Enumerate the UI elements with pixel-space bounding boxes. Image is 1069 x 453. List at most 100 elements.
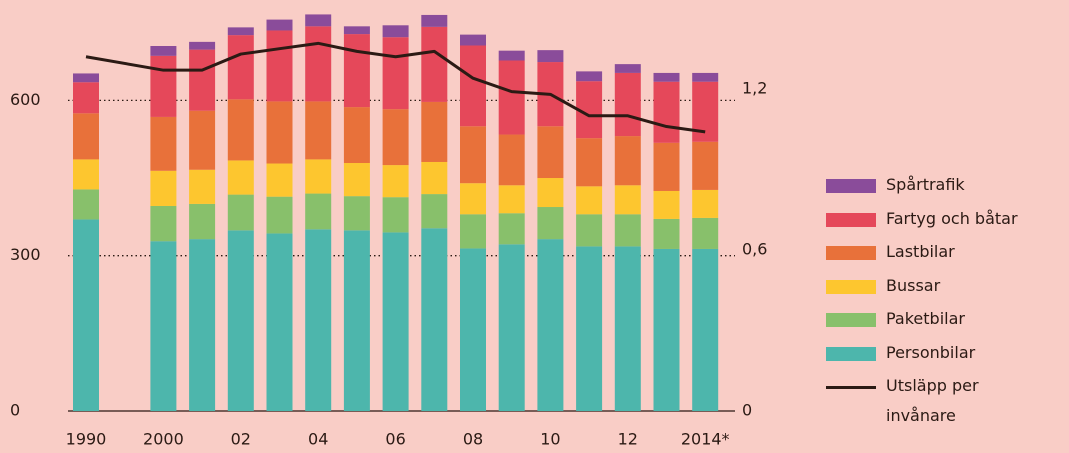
x-tick-label: 06	[385, 430, 405, 449]
bar-segment	[498, 244, 525, 411]
bar-segment	[305, 159, 332, 194]
legend-item: Personbilar	[826, 343, 1066, 378]
bar-segment	[150, 55, 177, 117]
legend-item: Fartyg och båtar	[826, 209, 1066, 244]
bar-segment	[73, 159, 99, 190]
bar-segment	[382, 25, 409, 38]
bar-segment	[305, 101, 332, 160]
bar-segment	[382, 109, 409, 166]
bar-segment	[460, 126, 486, 184]
legend-label: Paketbilar	[886, 309, 965, 328]
bar-segment	[343, 34, 370, 108]
y-tick-label: 0	[10, 401, 20, 420]
bar-segment	[73, 82, 99, 114]
y2-tick-label: 0	[742, 401, 752, 420]
bar-segment	[266, 163, 293, 197]
legend-swatch	[826, 386, 876, 389]
bar-segment	[227, 35, 254, 100]
legend-item: Paketbilar	[826, 309, 1066, 344]
bar-segment	[189, 49, 216, 111]
bar-segment	[421, 161, 448, 195]
legend: Spårtrafik Fartyg och båtar Lastbilar Bussa…	[826, 175, 1066, 425]
y-tick-label: 300	[10, 245, 41, 264]
legend-label: Lastbilar	[886, 242, 955, 261]
bar-segment	[653, 218, 680, 249]
bar-segment	[537, 239, 564, 411]
bar-segment	[537, 178, 564, 208]
bar-segment	[343, 230, 370, 411]
bar-segment	[73, 189, 99, 220]
legend-label: Personbilar	[886, 342, 976, 362]
bar-segment	[460, 248, 486, 411]
bar-segment	[189, 203, 216, 240]
bar-segment	[576, 186, 603, 215]
bar-segment	[498, 60, 525, 135]
bar-segment	[343, 107, 370, 164]
bar-segment	[343, 163, 370, 197]
line-series	[85, 41, 706, 134]
x-tick-label: 02	[231, 430, 251, 449]
bar-segment	[692, 141, 719, 190]
bar-segment	[614, 64, 641, 73]
bar-segment	[266, 101, 293, 164]
bar-segment	[576, 71, 603, 82]
bar-segment	[227, 230, 254, 411]
bar-segment	[150, 46, 177, 56]
bar-segment	[266, 196, 293, 234]
bar-segment	[692, 217, 719, 249]
bar-segment	[305, 14, 332, 27]
bar-segment	[576, 246, 603, 411]
bar-segment	[498, 185, 525, 214]
y2-tick-label: 1,2	[742, 78, 767, 97]
x-tick-label: 1990	[66, 430, 107, 449]
bar-segment	[150, 170, 177, 206]
legend-item: Bussar	[826, 276, 1066, 311]
bar-segment	[266, 233, 293, 411]
bar-segment	[150, 205, 177, 242]
bar-segment	[382, 165, 409, 198]
legend-swatch	[826, 179, 876, 193]
x-tick-label: 08	[463, 430, 483, 449]
bar-segment	[266, 19, 293, 31]
bar-segment	[421, 194, 448, 229]
bar-segment	[692, 72, 719, 82]
bar-segment	[189, 169, 216, 204]
legend-swatch	[826, 346, 876, 361]
legend-label: Bussar	[886, 275, 941, 295]
bar-segment	[73, 219, 99, 411]
bar-segment	[382, 197, 409, 233]
bar-segment	[189, 239, 216, 411]
x-tick-label: 12	[618, 430, 638, 449]
bar-segment	[614, 72, 641, 137]
bar-segment	[460, 183, 486, 215]
bar-segment	[382, 37, 409, 110]
bar-segment	[498, 213, 525, 245]
bar-segment	[653, 190, 680, 219]
bar-segment	[150, 241, 177, 411]
legend-label: Spårtrafik	[886, 175, 965, 194]
bar-segment	[614, 136, 641, 186]
legend-item: Lastbilar	[826, 242, 1066, 277]
bar-segment	[189, 110, 216, 170]
bar-segment	[576, 214, 603, 247]
legend-swatch	[826, 279, 876, 294]
legend-label: Fartyg och båtar	[886, 208, 1018, 228]
bar-segment	[460, 45, 486, 127]
bar-segment	[305, 26, 332, 102]
bar-segment	[343, 196, 370, 231]
bar-segment	[421, 228, 448, 411]
bar-segment	[421, 14, 448, 27]
bar-segment	[576, 138, 603, 187]
legend-swatch	[826, 313, 876, 327]
bar-segment	[537, 207, 564, 240]
bar-segment	[692, 248, 719, 411]
x-tick-label: 10	[540, 430, 560, 449]
bar-segment	[614, 185, 641, 215]
bar-segment	[227, 160, 254, 195]
bar-segment	[73, 113, 99, 160]
bar-segment	[421, 101, 448, 162]
bar-segment	[460, 34, 486, 46]
bar-segment	[266, 30, 293, 102]
bar-segment	[227, 99, 254, 161]
